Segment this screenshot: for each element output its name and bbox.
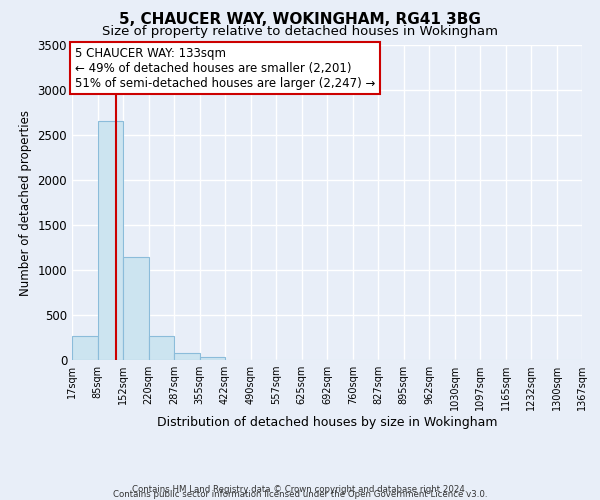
Bar	[149, 336, 175, 360]
Bar	[98, 122, 124, 360]
Bar	[200, 357, 226, 360]
Bar	[72, 336, 98, 360]
Text: 5 CHAUCER WAY: 133sqm
← 49% of detached houses are smaller (2,201)
51% of semi-d: 5 CHAUCER WAY: 133sqm ← 49% of detached …	[74, 46, 375, 90]
Text: Contains public sector information licensed under the Open Government Licence v3: Contains public sector information licen…	[113, 490, 487, 499]
Y-axis label: Number of detached properties: Number of detached properties	[19, 110, 32, 296]
Text: Contains HM Land Registry data © Crown copyright and database right 2024.: Contains HM Land Registry data © Crown c…	[132, 484, 468, 494]
X-axis label: Distribution of detached houses by size in Wokingham: Distribution of detached houses by size …	[157, 416, 497, 429]
Bar	[174, 353, 200, 360]
Text: 5, CHAUCER WAY, WOKINGHAM, RG41 3BG: 5, CHAUCER WAY, WOKINGHAM, RG41 3BG	[119, 12, 481, 28]
Bar	[123, 258, 149, 360]
Text: Size of property relative to detached houses in Wokingham: Size of property relative to detached ho…	[102, 25, 498, 38]
